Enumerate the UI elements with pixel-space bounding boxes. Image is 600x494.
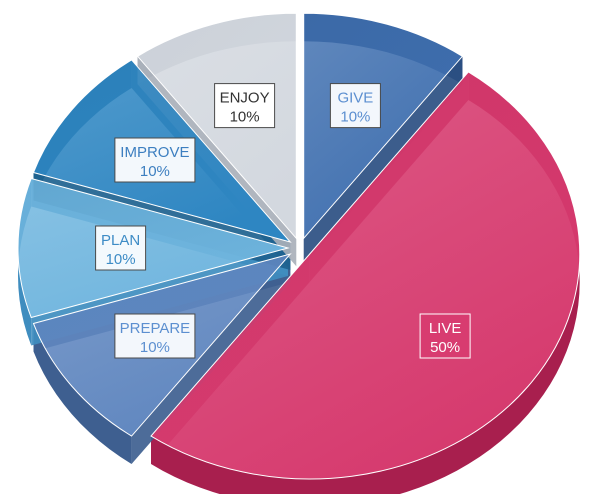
slice-side-prepare [33, 323, 132, 465]
pie-labels: GIVE 10% LIVE 50% PREPARE 10% PLAN 10% IMPROVE 10… [95, 83, 471, 359]
label-box [114, 137, 196, 183]
label-box [95, 225, 147, 271]
slice-value-label: 50% [430, 339, 460, 356]
label-box [114, 313, 196, 359]
slice-category-label: PLAN [101, 232, 140, 249]
slice-give[interactable] [303, 12, 464, 240]
slice-category-label: LIVE [429, 320, 462, 337]
slice-value-label: 10% [140, 163, 170, 180]
slice-value-label: 10% [340, 109, 370, 126]
slice-label-enjoy: ENJOY 10% [214, 83, 276, 129]
label-box [214, 83, 276, 129]
slice-label-live: LIVE 50% [419, 313, 471, 359]
label-box [329, 83, 381, 129]
slice-category-label: IMPROVE [120, 144, 189, 161]
slice-value-label: 10% [140, 339, 170, 356]
slice-plan[interactable] [17, 177, 290, 319]
label-box [419, 313, 471, 359]
slice-label-prepare: PREPARE 10% [114, 313, 196, 359]
slice-label-give: GIVE 10% [329, 83, 381, 129]
slice-live[interactable] [150, 71, 580, 480]
slice-category-label: ENJOY [220, 90, 270, 107]
slice-label-plan: PLAN 10% [95, 225, 147, 271]
slice-cut-face-prepare-0 [131, 253, 291, 465]
slice-category-label: GIVE [337, 90, 373, 107]
slice-value-label: 10% [230, 109, 260, 126]
slice-category-label: PREPARE [120, 320, 191, 337]
slice-label-improve: IMPROVE 10% [114, 137, 196, 183]
slice-cut-face-give-1 [303, 56, 463, 267]
slice-value-label: 10% [106, 251, 136, 268]
